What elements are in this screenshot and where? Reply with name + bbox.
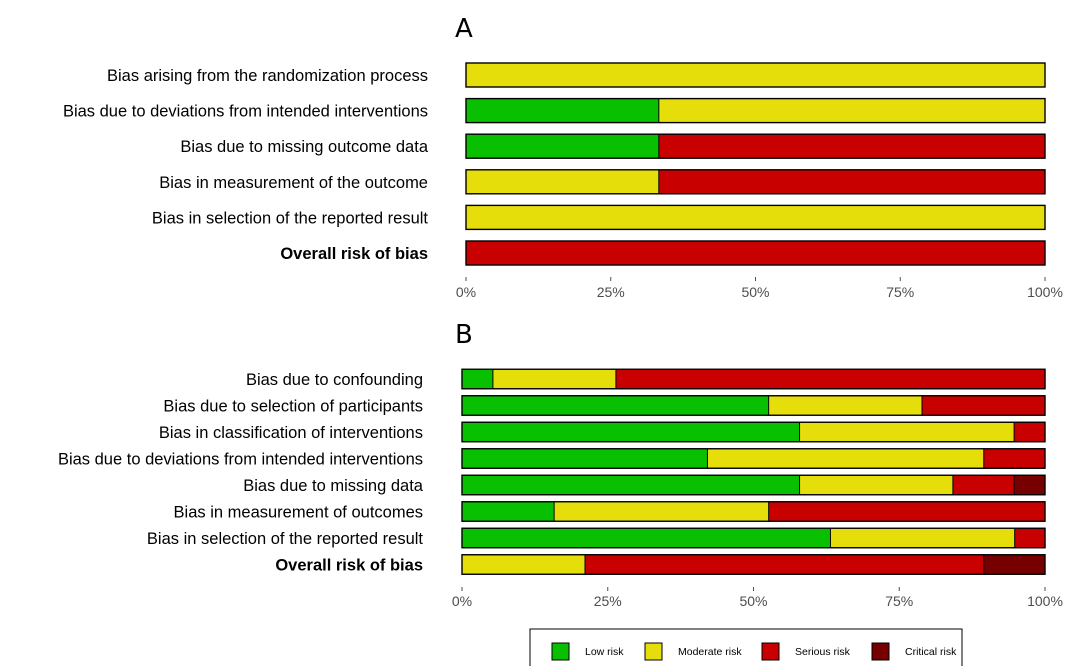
legend-label-moderate-risk: Moderate risk (678, 646, 742, 658)
panel-b-bar-low-risk-bias-in-selection-of-the-reported-result (462, 528, 831, 548)
legend-swatch-low-risk (551, 642, 570, 661)
panel-b-bar-low-risk-bias-due-to-confounding (462, 369, 493, 389)
panel-b-bar-outline (461, 527, 1046, 549)
panel-a-bar-outline (465, 169, 1046, 195)
panel-a-category-label: Bias due to missing outcome data (180, 138, 428, 156)
panel-b-bar-outline (461, 368, 1046, 390)
panel-b-category-label: Bias in measurement of outcomes (174, 504, 423, 522)
panel-a-bar-serious-risk-bias-in-measurement-of-the-outcome (658, 169, 1045, 194)
panel-b-category-label: Bias due to selection of participants (163, 398, 423, 416)
panel-a-x-tick-label: 50% (741, 284, 769, 300)
panel-a-bar-outline (465, 97, 1046, 124)
panel-b-bar-serious-risk-bias-due-to-deviations-from-intended-interventions (983, 448, 1045, 469)
legend-label-serious-risk: Serious risk (795, 646, 851, 658)
panel-b-category-label: Bias due to confounding (246, 371, 423, 389)
panel-b-bar-serious-risk-bias-due-to-confounding (615, 369, 1046, 389)
panel-b-bar-low-risk-bias-in-measurement-of-outcomes (462, 501, 555, 522)
panel-b-category-label: Overall risk of bias (275, 557, 423, 575)
panel-b-bar-outline (461, 474, 1046, 496)
panel-b-bar-outline (461, 501, 1046, 522)
panel-a-bar-low-risk-bias-due-to-deviations-from-intended-interventions (466, 98, 659, 123)
panel-a-bar-outline (465, 62, 1046, 88)
panel-a-bar-moderate-risk-bias-in-measurement-of-the-outcome (466, 169, 659, 194)
legend-swatch-serious-risk (761, 642, 780, 661)
panel-b-bar-serious-risk-bias-in-selection-of-the-reported-result (1014, 528, 1046, 548)
panel-b-x-tick-label: 0% (452, 593, 472, 609)
panel-b-bar-moderate-risk-bias-due-to-confounding (492, 369, 616, 389)
panel-a-bar-moderate-risk-bias-due-to-deviations-from-intended-interventions (658, 98, 1045, 123)
panel-a-x-tick-label: 100% (1027, 284, 1063, 300)
panel-a-bar-serious-risk-bias-due-to-missing-outcome-data (658, 134, 1045, 159)
panel-a-x-tick-label: 75% (886, 284, 914, 300)
panel-b-bar-moderate-risk-bias-due-to-deviations-from-intended-interventions (707, 448, 984, 469)
panel-b-bar-moderate-risk-bias-due-to-missing-data (799, 475, 953, 495)
panel-b-category-label: Bias due to deviations from intended int… (58, 451, 423, 469)
panel-b-bar-outline (461, 421, 1046, 443)
panel-b-bar-serious-risk-bias-in-classification-of-interventions (1014, 422, 1045, 442)
panel-a-label: A (455, 14, 473, 44)
legend: Low risk Moderate risk Serious risk Critica… (529, 628, 963, 666)
panel-b-x-tick-label: 100% (1027, 593, 1063, 609)
panel-a-category-label: Overall risk of bias (280, 245, 428, 263)
panel-b-bar-outline (461, 395, 1046, 416)
panel-a-bar-low-risk-bias-due-to-missing-outcome-data (466, 134, 659, 159)
panel-a-bar-serious-risk-overall-risk-of-bias (466, 241, 1045, 265)
panel-a-category-label: Bias arising from the randomization proc… (107, 67, 428, 85)
panel-a-chart: A Bias arising from the randomization pr… (63, 14, 1063, 300)
panel-b-bar-moderate-risk-bias-in-classification-of-interventions (799, 422, 1015, 442)
legend-swatch-critical-risk (871, 642, 890, 661)
panel-a-bar-outline (465, 204, 1046, 231)
panel-b-bar-low-risk-bias-in-classification-of-interventions (462, 422, 800, 442)
panel-a-category-label: Bias in measurement of the outcome (159, 174, 428, 192)
panel-b-bar-serious-risk-bias-due-to-missing-data (952, 475, 1015, 495)
panel-a-x-tick-label: 25% (597, 284, 625, 300)
legend-label-critical-risk: Critical risk (905, 646, 957, 658)
panel-b-x-tick-label: 75% (885, 593, 913, 609)
panel-a-category-label: Bias in selection of the reported result (152, 209, 428, 227)
panel-a-x-tick-label: 0% (456, 284, 476, 300)
panel-a-bar-moderate-risk-bias-arising-from-the-randomization-process (466, 63, 1045, 87)
panel-b-bar-outline (461, 448, 1046, 469)
legend-label-low-risk: Low risk (585, 646, 624, 658)
panel-b-bar-outline (461, 554, 1046, 575)
panel-b-bar-moderate-risk-overall-risk-of-bias (462, 554, 586, 575)
panel-b-bar-critical-risk-overall-risk-of-bias (983, 554, 1045, 575)
legend-box (529, 628, 963, 666)
panel-a-bar-outline (465, 133, 1046, 159)
panel-a-bar-moderate-risk-bias-in-selection-of-the-reported-result (466, 205, 1045, 230)
panel-b-bar-moderate-risk-bias-in-measurement-of-outcomes (554, 501, 769, 522)
panel-b-bar-low-risk-bias-due-to-missing-data (462, 475, 800, 495)
panel-b-x-tick-label: 25% (594, 593, 622, 609)
panel-b-bar-serious-risk-overall-risk-of-bias (585, 554, 984, 575)
panel-b-bar-low-risk-bias-due-to-deviations-from-intended-interventions (462, 448, 708, 469)
panel-b-label: B (455, 320, 473, 350)
panel-a-category-label: Bias due to deviations from intended int… (63, 103, 428, 121)
panel-b-x-tick-label: 50% (739, 593, 767, 609)
panel-b-category-label: Bias due to missing data (243, 477, 424, 495)
panel-b-bar-moderate-risk-bias-in-selection-of-the-reported-result (830, 528, 1015, 548)
panel-b-bar-low-risk-bias-due-to-selection-of-participants (462, 395, 769, 416)
panel-b-bar-serious-risk-bias-due-to-selection-of-participants (921, 395, 1045, 416)
panel-b-bar-critical-risk-bias-due-to-missing-data (1014, 475, 1045, 495)
legend-swatch-moderate-risk (644, 642, 663, 661)
panel-b-category-label: Bias in selection of the reported result (147, 530, 423, 548)
panel-b-chart: B Bias due to confounding Bias due to sel… (58, 320, 1063, 609)
panel-b-bar-moderate-risk-bias-due-to-selection-of-participants (768, 395, 922, 416)
panel-a-bar-outline (465, 240, 1046, 266)
panel-b-bar-serious-risk-bias-in-measurement-of-outcomes (768, 501, 1045, 522)
panel-b-category-label: Bias in classification of interventions (159, 424, 423, 442)
